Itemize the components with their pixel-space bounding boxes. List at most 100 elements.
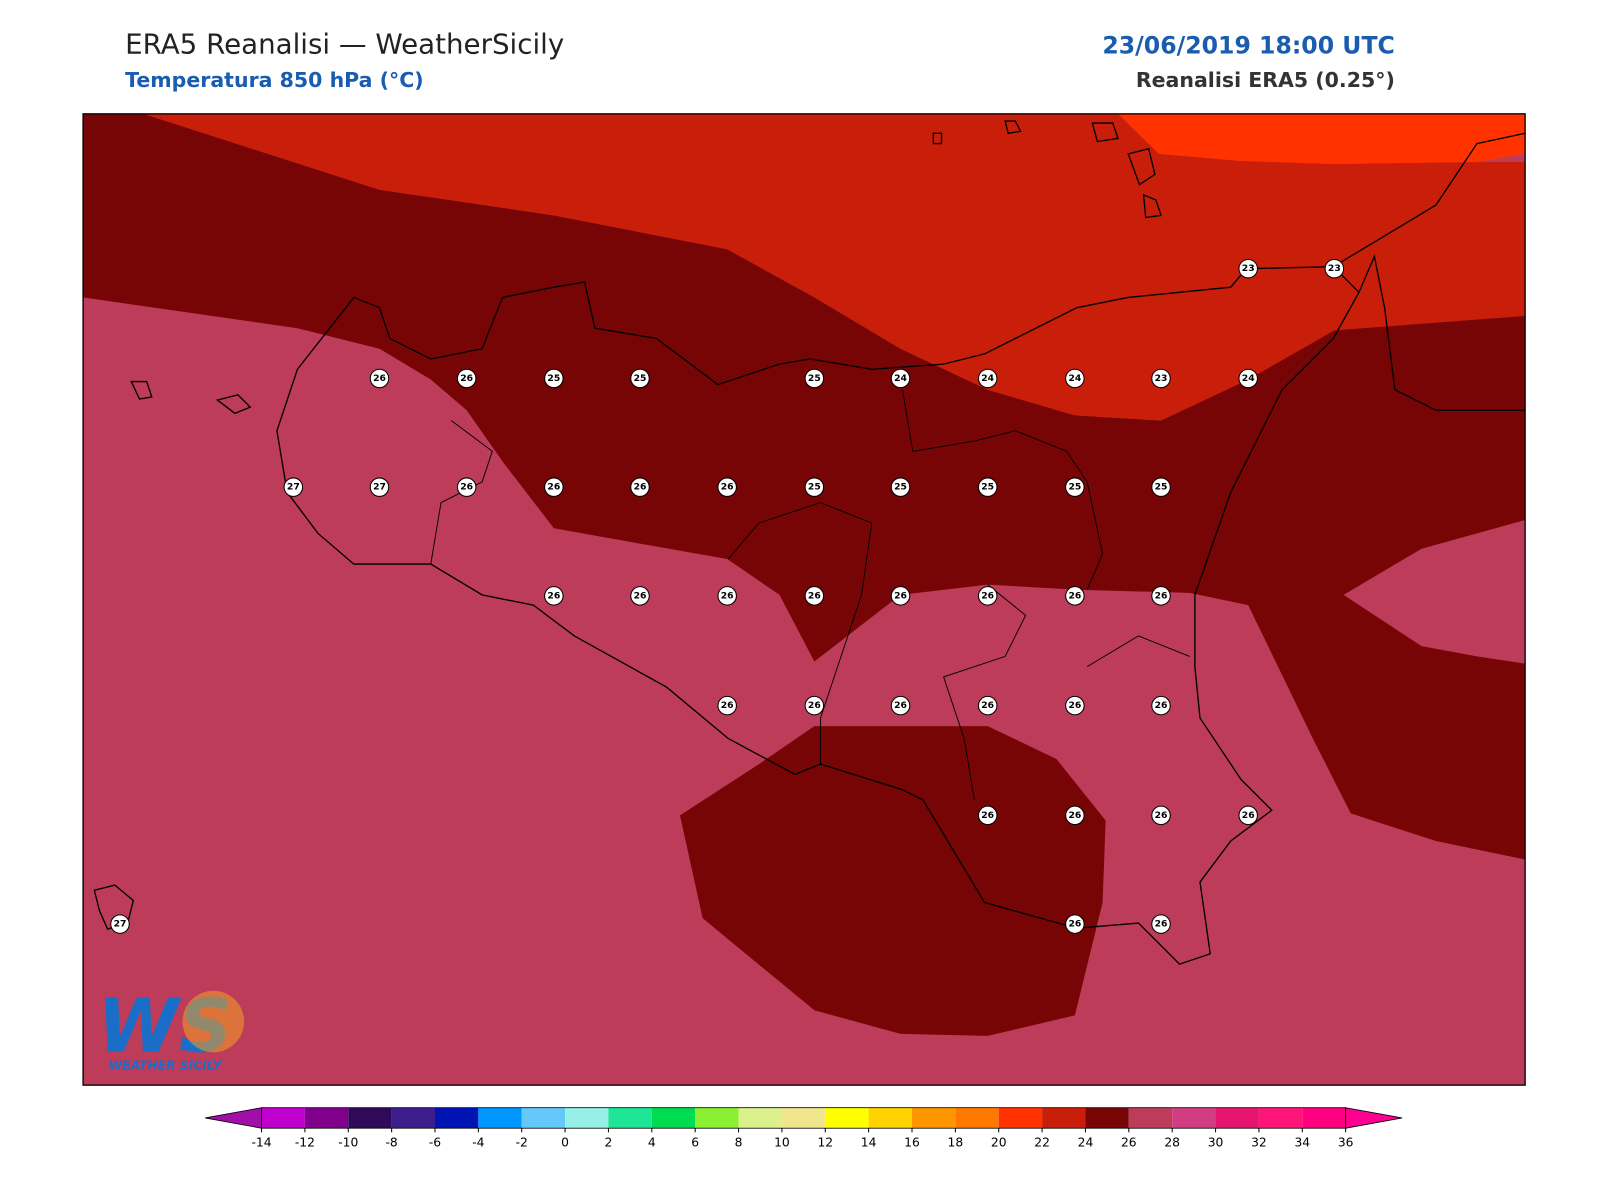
station-marker xyxy=(1151,586,1171,606)
station-value: 26 xyxy=(981,810,994,821)
station: 26 xyxy=(890,695,911,716)
station-value: 26 xyxy=(460,373,473,384)
station-marker xyxy=(369,368,390,389)
station-value: 26 xyxy=(981,700,994,711)
colorbar-tick-label: 12 xyxy=(817,1136,833,1150)
colorbar-box xyxy=(868,1107,912,1129)
station: 26 xyxy=(1065,914,1085,934)
station-value: 25 xyxy=(894,482,907,493)
colorbar-box xyxy=(651,1107,696,1129)
temp-field xyxy=(83,113,1526,860)
logo-sun xyxy=(182,990,245,1053)
logo-text: WEATHER SICILY xyxy=(109,1059,223,1073)
station-marker xyxy=(1065,477,1085,497)
station-value: 24 xyxy=(1068,373,1081,384)
station-marker xyxy=(804,695,825,716)
station: 26 xyxy=(630,477,650,497)
station-value: 24 xyxy=(1242,373,1255,384)
station-marker xyxy=(1151,805,1171,826)
colorbar-tick-label: 24 xyxy=(1078,1136,1094,1150)
colorbar-tick-label: 36 xyxy=(1338,1136,1354,1150)
colorbar-tick-label: -12 xyxy=(295,1136,315,1150)
station-value: 25 xyxy=(1155,482,1168,493)
subtitle: Temperatura 850 hPa (°C) xyxy=(125,68,424,92)
station: 24 xyxy=(1065,368,1085,389)
station: 26 xyxy=(1065,586,1085,606)
station-value: 26 xyxy=(1155,919,1168,930)
station: 25 xyxy=(804,368,825,389)
station-value: 26 xyxy=(1068,810,1081,821)
station-value: 26 xyxy=(721,590,734,601)
station-value: 25 xyxy=(808,373,821,384)
station: 23 xyxy=(1324,258,1345,279)
station: 26 xyxy=(1151,586,1171,606)
station-marker xyxy=(110,914,130,934)
station: 26 xyxy=(369,368,390,389)
station-marker xyxy=(1151,368,1171,389)
colorbar-outline xyxy=(261,1107,1347,1129)
colorbar-tick-label: 6 xyxy=(691,1136,699,1150)
colorbar-box xyxy=(955,1107,999,1129)
colorbar-tick-label: -8 xyxy=(385,1136,397,1150)
station: 26 xyxy=(1151,695,1171,716)
station: 25 xyxy=(630,368,650,389)
station-value: 26 xyxy=(1068,700,1081,711)
colorbar-tick-label: 20 xyxy=(991,1136,1007,1150)
station: 25 xyxy=(977,477,998,497)
station-marker xyxy=(717,586,737,606)
colorbar-tick-label: 4 xyxy=(648,1136,656,1150)
colorbar-tick-label: 32 xyxy=(1251,1136,1267,1150)
station-value: 26 xyxy=(634,590,647,601)
colorbar-box xyxy=(825,1107,869,1129)
colorbar-box xyxy=(1215,1107,1259,1129)
colorbar-tick-label: -2 xyxy=(516,1136,528,1150)
colorbar-tick-label: -4 xyxy=(472,1136,484,1150)
station-value: 26 xyxy=(894,700,907,711)
station-marker xyxy=(977,805,998,826)
colorbar-tick-label: 16 xyxy=(904,1136,920,1150)
station: 26 xyxy=(1065,695,1085,716)
station: 26 xyxy=(717,586,737,606)
station-value: 23 xyxy=(1155,373,1168,384)
station-marker xyxy=(717,477,737,497)
colorbar-box xyxy=(304,1107,349,1129)
colorbar-tick-label: 34 xyxy=(1294,1136,1310,1150)
station-marker xyxy=(456,368,477,389)
station-marker xyxy=(1065,805,1085,826)
station-marker xyxy=(717,695,737,716)
station: 27 xyxy=(283,477,304,497)
datetime: 23/06/2019 18:00 UTC xyxy=(1102,31,1394,59)
station-marker xyxy=(630,368,650,389)
station-marker xyxy=(804,368,825,389)
station: 25 xyxy=(1065,477,1085,497)
station-value: 24 xyxy=(894,373,907,384)
station: 26 xyxy=(717,695,737,716)
station: 26 xyxy=(890,586,911,606)
station-value: 24 xyxy=(981,373,994,384)
station: 27 xyxy=(110,914,130,934)
station-value: 23 xyxy=(1328,263,1341,274)
station: 23 xyxy=(1151,368,1171,389)
colorbar-box xyxy=(521,1107,566,1129)
colorbar-under xyxy=(205,1107,262,1129)
station: 26 xyxy=(544,586,564,606)
station-value: 26 xyxy=(1068,590,1081,601)
station-value: 26 xyxy=(1155,700,1168,711)
station-marker xyxy=(890,695,911,716)
station-marker xyxy=(1324,258,1345,279)
colorbar-tick-label: 22 xyxy=(1034,1136,1050,1150)
station: 26 xyxy=(804,695,825,716)
station-marker xyxy=(1238,368,1258,389)
colorbar-box xyxy=(1128,1107,1173,1129)
station: 26 xyxy=(804,586,825,606)
map: 26 26 25 25 25 24 24 24 23 24 23 23 27 27 26 26 26 26 25 25… xyxy=(83,113,1526,1086)
colorbar-tick-label: 8 xyxy=(735,1136,743,1150)
station-marker xyxy=(1065,586,1085,606)
colorbar-box xyxy=(912,1107,956,1129)
station: 26 xyxy=(544,477,564,497)
station-value: 23 xyxy=(1242,263,1255,274)
colorbar-box xyxy=(781,1107,826,1129)
colorbar-tick-label: -6 xyxy=(429,1136,441,1150)
colorbar: -14 -12 -10 -8 -6 -4 -2 0 2 4 6 8 10 12 14 16 18 20 22 24 26… xyxy=(205,1107,1403,1150)
station: 26 xyxy=(630,586,650,606)
